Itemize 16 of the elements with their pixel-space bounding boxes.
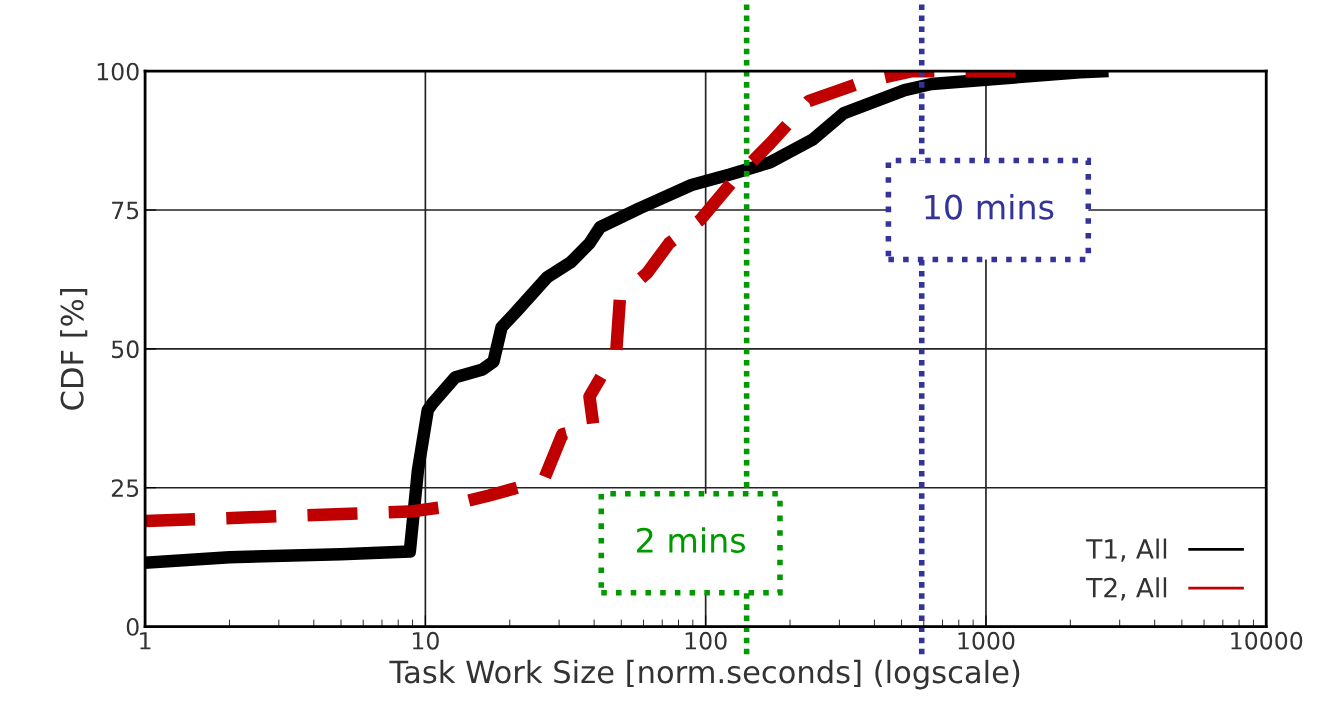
x-tick-label: 1	[140, 632, 151, 650]
ref-line-label: 10 mins	[925, 193, 1054, 220]
x-tick-label: 100	[685, 631, 727, 650]
legend-label: T1, All	[1086, 538, 1167, 562]
y-tick-label: 0	[126, 618, 139, 636]
y-tick-label: 75	[112, 201, 139, 220]
legend-label: T2, All	[1086, 577, 1167, 601]
y-tick-label: 100	[97, 62, 139, 81]
y-axis-title: CDF [%]	[60, 288, 88, 410]
x-tick-label: 10	[412, 631, 439, 650]
x-axis-title: Task Work Size [norm.seconds] (logscale)	[389, 659, 1020, 690]
x-tick-label: 10000	[1231, 631, 1303, 650]
y-tick-label: 25	[111, 479, 139, 498]
x-tick-label: 1000	[958, 631, 1015, 650]
y-tick-label: 50	[112, 340, 139, 359]
ref-line-label: 2 mins	[637, 527, 745, 553]
